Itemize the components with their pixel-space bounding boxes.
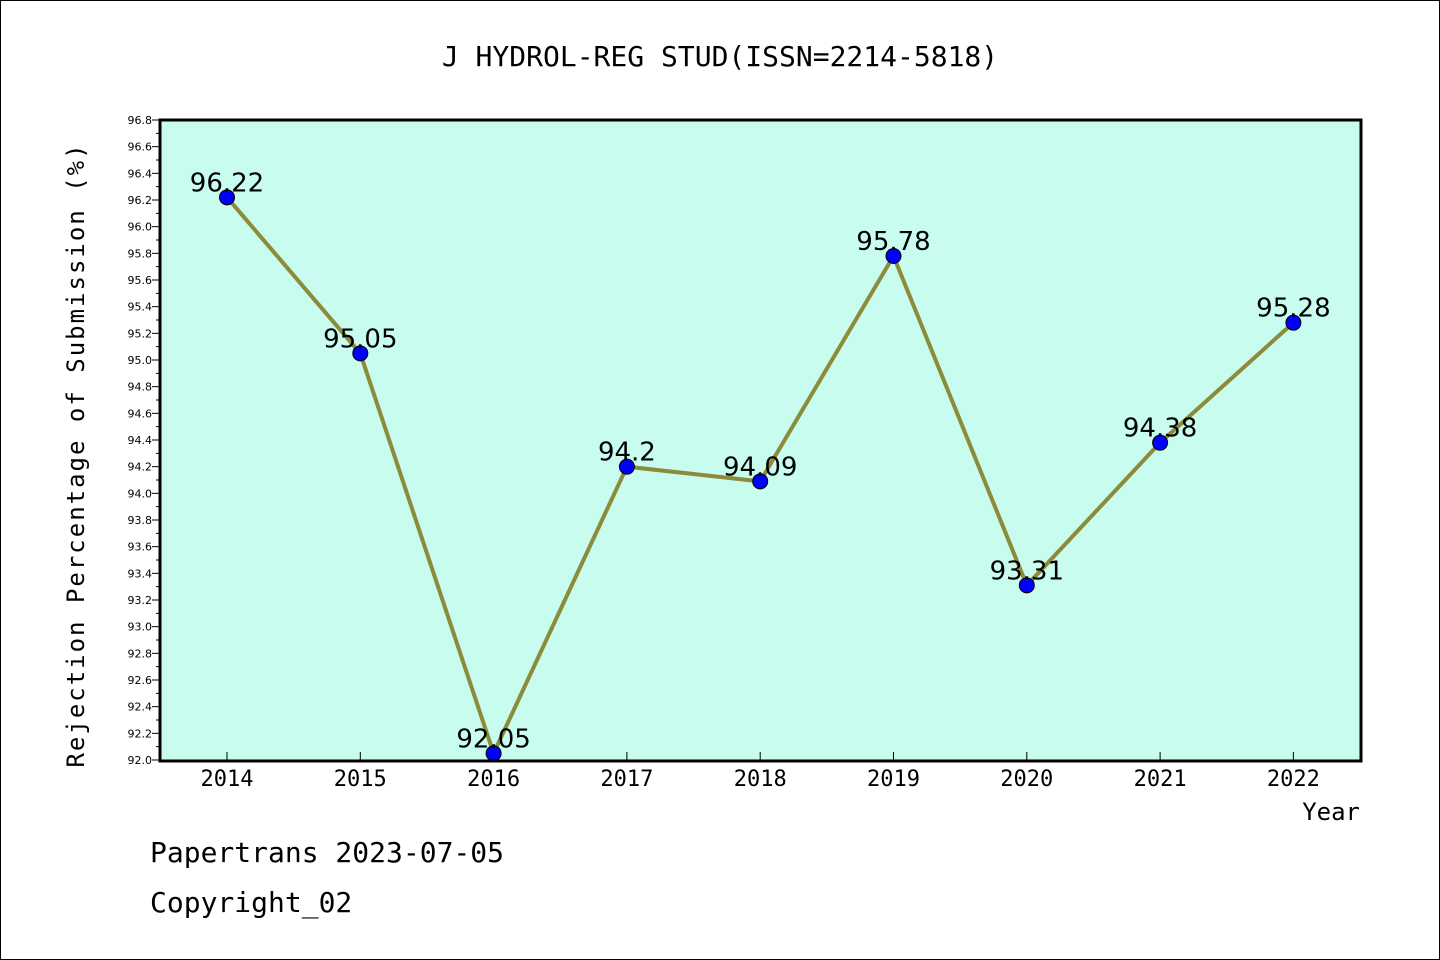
y-tick-label: 94.8 — [128, 381, 153, 394]
x-tick-label: 2021 — [1134, 767, 1187, 792]
y-tick-label: 92.0 — [128, 754, 153, 767]
data-point — [219, 189, 235, 206]
x-tick-label: 2020 — [1000, 767, 1053, 792]
x-tick-label: 2015 — [334, 767, 387, 792]
y-tick-label: 96.0 — [128, 221, 153, 234]
y-tick-label: 96.8 — [128, 114, 153, 127]
y-tick-label: 92.8 — [128, 647, 153, 660]
y-tick-label: 96.2 — [128, 194, 153, 207]
y-axis-label: Rejection Percentage of Submission (%) — [62, 142, 90, 767]
data-label: 95.28 — [1256, 294, 1330, 324]
footer-copyright: Copyright_02 — [150, 886, 353, 919]
data-point — [352, 345, 369, 362]
x-tick-label: 2018 — [734, 767, 787, 792]
chart-title: J HYDROL-REG STUD(ISSN=2214-5818) — [442, 40, 998, 73]
data-point — [1285, 314, 1302, 331]
y-tick-label: 95.8 — [128, 247, 153, 260]
y-tick-label: 93.2 — [128, 594, 153, 607]
y-tick-label: 95.4 — [128, 301, 153, 314]
data-label: 94.38 — [1123, 414, 1197, 444]
data-label: 93.31 — [990, 556, 1064, 586]
data-point — [752, 473, 769, 490]
y-tick-label: 92.6 — [128, 674, 153, 687]
y-tick-label: 93.8 — [128, 514, 153, 527]
x-axis-label: Year — [1302, 798, 1360, 826]
y-tick-label: 96.4 — [128, 167, 153, 180]
data-label: 94.09 — [723, 452, 797, 482]
data-label: 95.05 — [323, 324, 397, 354]
y-tick-label: 96.6 — [128, 141, 153, 154]
x-axis-ticks: 2014 2015 2016 2017 2018 2019 2020 2021 2022 — [201, 752, 1320, 792]
footer-date: Papertrans 2023-07-05 — [150, 836, 505, 869]
data-label: 92.05 — [456, 724, 530, 754]
y-tick-label: 95.6 — [128, 274, 153, 287]
y-tick-label: 94.6 — [128, 407, 153, 420]
y-tick-label: 94.0 — [128, 487, 153, 500]
x-tick-label: 2022 — [1267, 767, 1320, 792]
x-tick-label: 2016 — [467, 767, 520, 792]
x-tick-label: 2014 — [201, 767, 254, 792]
y-tick-label: 93.4 — [128, 567, 153, 580]
plot-border — [158, 118, 1363, 763]
y-axis-ticks: 92.0 92.2 92.4 92.6 92.8 93.0 93.2 93.4 93.6 93.8… — [128, 114, 160, 767]
x-tick-label: 2019 — [867, 767, 920, 792]
data-point — [885, 248, 902, 264]
data-labels: 96.22 95.05 92.05 94.2 94.09 95.78 93.31 94.38 9… — [190, 168, 1331, 754]
y-tick-label: 92.4 — [128, 701, 153, 714]
data-label: 95.78 — [856, 227, 930, 257]
data-point — [618, 458, 635, 475]
y-tick-label: 93.6 — [128, 541, 153, 554]
y-tick-label: 92.2 — [128, 727, 153, 740]
data-point — [1152, 434, 1169, 451]
y-tick-label: 95.0 — [128, 354, 153, 367]
data-label: 96.22 — [190, 168, 264, 198]
data-point — [1018, 577, 1035, 594]
series-markers — [219, 189, 1302, 762]
y-tick-label: 93.0 — [128, 621, 153, 634]
y-tick-label: 94.2 — [128, 461, 153, 474]
y-tick-label: 95.2 — [128, 327, 153, 340]
x-tick-label: 2017 — [600, 767, 653, 792]
data-label: 94.2 — [598, 438, 656, 468]
y-tick-label: 94.4 — [128, 434, 153, 447]
